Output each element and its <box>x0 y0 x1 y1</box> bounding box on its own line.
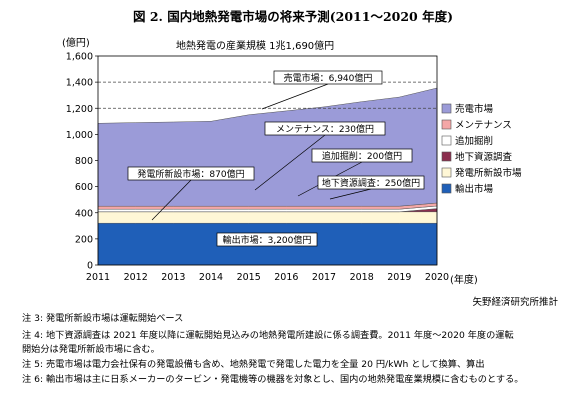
annotation-box <box>264 121 386 136</box>
y-axis: 0 200 400 600 800 1,000 1,200 1,400 1,600 <box>66 52 98 272</box>
legend-label: 地下資源調査 <box>455 151 513 163</box>
y-tick-label: 200 <box>75 234 93 245</box>
legend-label: メンテナンス <box>455 120 512 131</box>
legend-swatch <box>441 103 452 114</box>
x-tick-label: 2012 <box>124 272 148 283</box>
y-tick-label: 1,600 <box>66 52 93 63</box>
legend-swatch <box>441 183 452 194</box>
annotations: 売電市場：6,940億円メンテナンス：230億円追加掘削：200億円地下資源調査… <box>127 70 425 247</box>
footnote: 注 5: 売電市場は電力会社保有の発電設備も含め、地熱発電で発電した電力を全量 … <box>22 359 485 370</box>
annotation-box <box>317 175 425 190</box>
x-tick-label: 2011 <box>86 272 110 283</box>
legend-label: 輸出市場 <box>455 183 494 195</box>
y-tick-label: 1,000 <box>66 130 93 141</box>
x-axis: 2011 2012 2013 2014 2015 2016 2017 2018 2019 2020 <box>86 272 449 283</box>
annotation-pointer <box>261 83 329 110</box>
legend-swatch <box>441 167 452 178</box>
y-axis-label: (億円) <box>62 36 90 49</box>
chart-subtitle: 地熱発電の産業規模 1兆1,690億円 <box>176 39 334 52</box>
x-tick-label: 2017 <box>312 272 336 283</box>
footnote: 注 6: 輸出市場は主に日系メーカーのタービン・発電機等の機器を対象とし、国内の… <box>22 374 524 385</box>
legend-swatch <box>441 151 452 162</box>
y-tick-label: 1,400 <box>66 78 93 89</box>
annotation-label: 輸出市場：3,200億円 <box>223 234 312 246</box>
footnote: 注 3: 発電所新設市場は運転開始ベース <box>22 313 184 324</box>
annotation-pointer <box>151 179 192 221</box>
y-tick-label: 0 <box>87 261 93 272</box>
source-credit: 矢野経済研究所推計 <box>472 297 558 308</box>
legend-swatch <box>441 135 452 146</box>
annotation-label: 売電市場：6,940億円 <box>284 72 373 84</box>
x-tick-label: 2014 <box>199 272 223 283</box>
y-tick-label: 800 <box>75 156 93 167</box>
annotation-box <box>273 70 383 85</box>
y-tick-label: 600 <box>75 182 93 193</box>
annotation-label: メンテナンス：230億円 <box>276 123 374 135</box>
footnote: 開始分は発電所新設市場に含む。 <box>22 344 160 355</box>
y-tick-label: 400 <box>75 208 93 219</box>
chart-title: 図 2. 国内地熱発電市場の将来予測(2011〜2020 年度) <box>132 9 453 24</box>
x-tick-label: 2013 <box>161 272 185 283</box>
x-tick-label: 2020 <box>425 272 449 283</box>
legend-swatch <box>441 119 452 130</box>
x-tick-label: 2015 <box>237 272 261 283</box>
annotation-box <box>216 232 318 247</box>
y-tick-label: 1,200 <box>66 104 93 115</box>
annotation-label: 追加掘削：200億円 <box>322 150 402 162</box>
footnote: 注 4: 地下資源調査は 2021 年度以降に運転開始見込みの地熱発電所建設に係… <box>22 330 514 341</box>
legend-label: 売電市場 <box>455 103 494 115</box>
annotation-label: 発電所新設市場：870億円 <box>137 168 244 180</box>
x-tick-label: 2018 <box>350 272 374 283</box>
legend-label: 追加掘削 <box>455 135 493 147</box>
annotation-box <box>127 166 255 181</box>
legend-label: 発電所新設市場 <box>455 167 522 179</box>
annotation-pointer <box>254 134 326 191</box>
annotation-pointer <box>329 188 372 200</box>
annotation-box <box>311 148 413 163</box>
area-series-1 <box>97 211 438 224</box>
annotation-label: 地下資源調査：250億円 <box>322 177 420 189</box>
x-tick-label: 2019 <box>387 272 411 283</box>
x-axis-label: (年度) <box>450 273 478 286</box>
x-tick-label: 2016 <box>274 272 298 283</box>
